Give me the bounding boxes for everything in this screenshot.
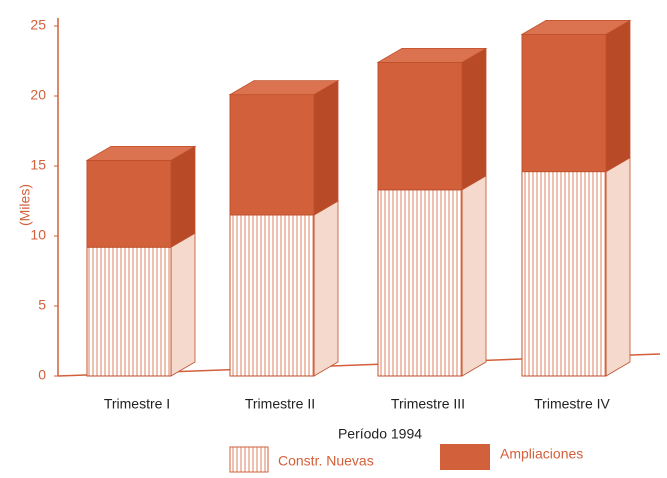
x-tick-label: Trimestre III: [391, 396, 465, 412]
bar-top: [376, 48, 488, 63]
legend-label: Ampliaciones: [500, 446, 583, 462]
bar-segment: [377, 61, 463, 191]
bar-segment: [86, 159, 172, 248]
bar-segment: [86, 246, 172, 377]
legend-swatch: [440, 444, 490, 470]
legend-label: Constr. Nuevas: [278, 453, 374, 469]
y-tick-label: 0: [38, 367, 46, 383]
y-tick-label: 25: [30, 17, 46, 33]
bar-segment: [229, 94, 315, 216]
bar-side: [313, 200, 339, 377]
bar-side: [170, 232, 196, 377]
bar-top: [520, 19, 632, 35]
x-tick-label: Trimestre I: [104, 396, 170, 412]
x-tick-label: Trimestre IV: [534, 396, 610, 412]
bar-side: [605, 156, 631, 377]
bar-side: [313, 79, 339, 216]
x-axis-label: Período 1994: [338, 426, 422, 442]
bar-side: [461, 175, 487, 377]
bar-top: [85, 145, 197, 161]
bar-side: [461, 47, 487, 191]
bar-side: [170, 145, 196, 248]
y-tick-label: 15: [30, 157, 46, 173]
bar-segment: [377, 189, 463, 377]
y-tick-label: 20: [30, 87, 46, 103]
bar-segment: [521, 171, 607, 377]
x-tick-label: Trimestre II: [245, 396, 315, 412]
bar-segment: [229, 214, 315, 377]
y-tick-label: 10: [30, 227, 46, 243]
bar-side: [605, 19, 631, 173]
plot-area: 0 5 10 15 20 25 Trimestre I Trimestre II Trimest…: [30, 17, 661, 412]
y-tick-label: 5: [38, 297, 46, 313]
bar-segment: [521, 33, 607, 173]
y-axis-label: (Miles): [17, 184, 33, 226]
bar-top: [228, 80, 340, 95]
legend-swatch: [229, 446, 269, 473]
